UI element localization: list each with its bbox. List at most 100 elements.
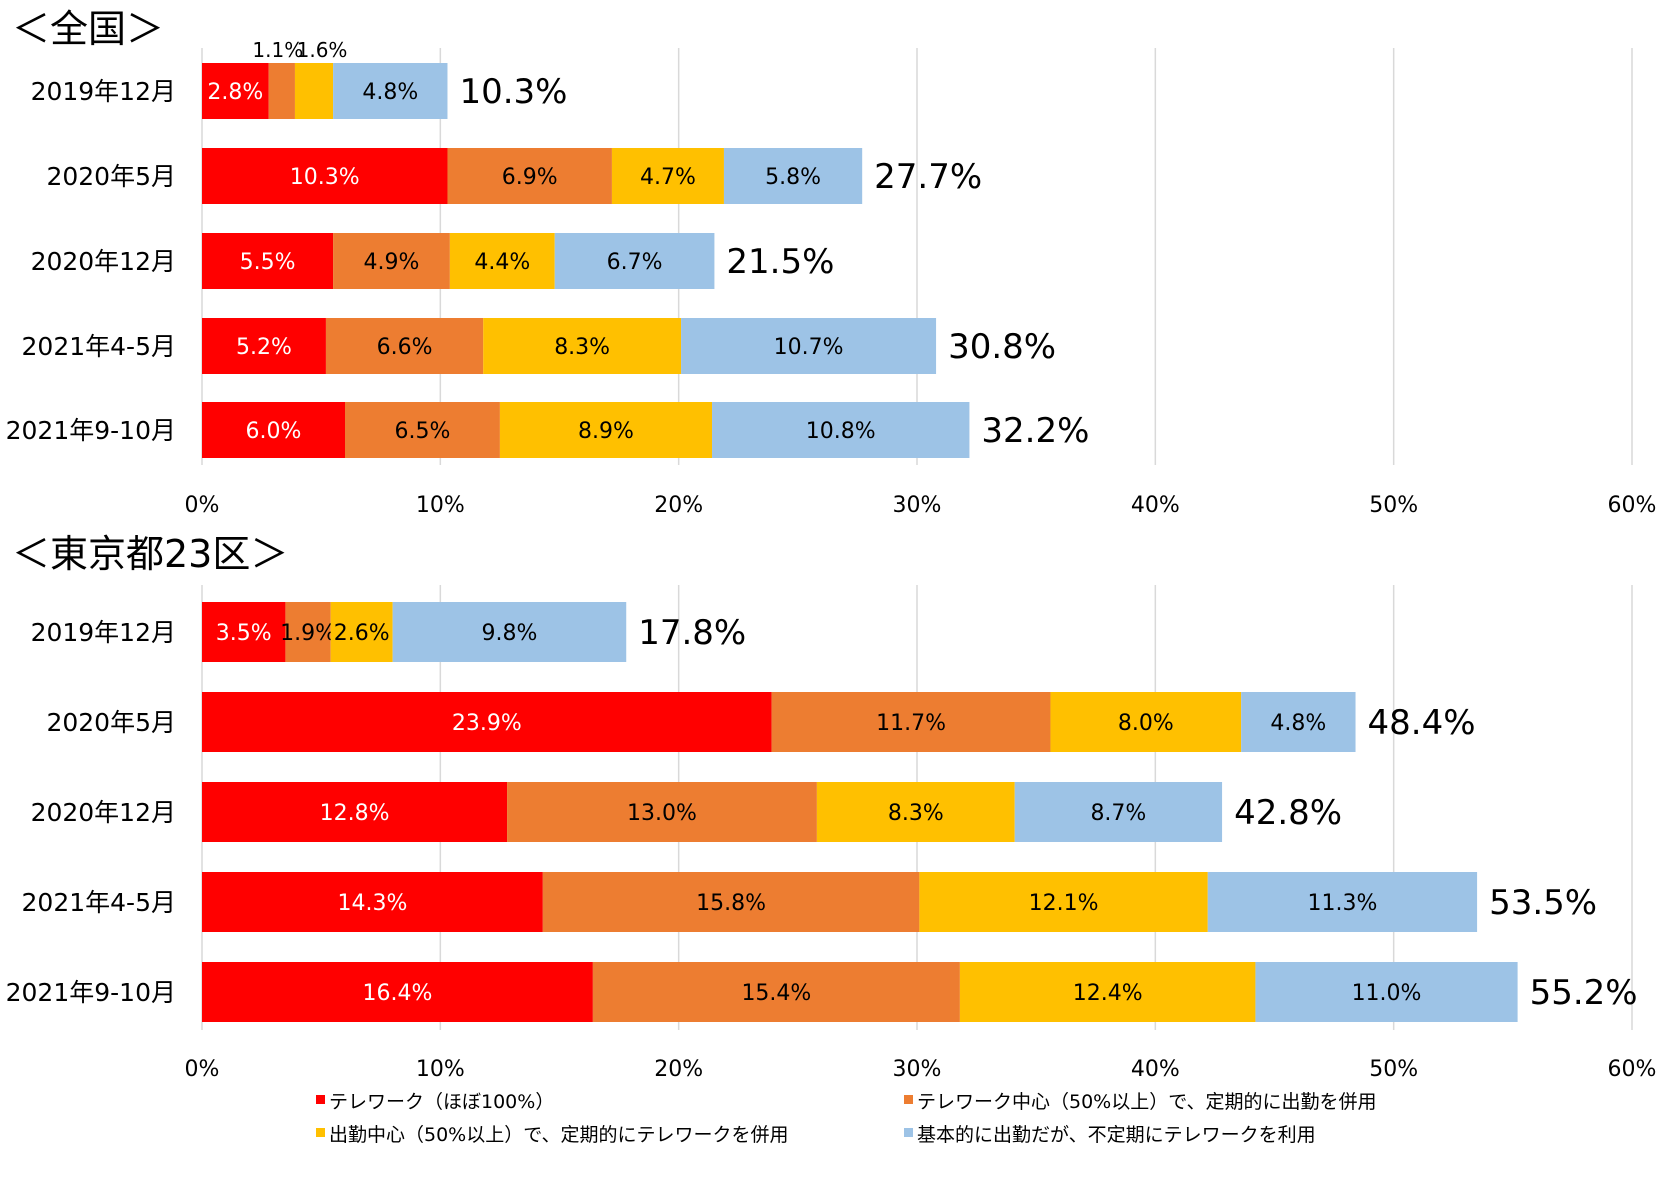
panel1-total-label: 30.8%: [948, 327, 1056, 367]
panel1-segment-label: 6.6%: [377, 335, 433, 360]
panel2-category-label: 2020年12月: [31, 798, 176, 827]
panel1-category-label: 2019年12月: [31, 77, 176, 106]
panel1-total-label: 21.5%: [726, 242, 834, 282]
panel1-bar-segment: [202, 402, 345, 458]
panel2-segment-label: 16.4%: [362, 981, 432, 1006]
panel1-x-tick-label: 50%: [1369, 493, 1418, 518]
panel1-segment-label: 10.7%: [774, 335, 844, 360]
panel1-category-label: 2021年9-10月: [6, 416, 176, 445]
panel1-segment-label: 6.5%: [395, 419, 451, 444]
panel1-segment-label: 6.0%: [246, 419, 302, 444]
panel2-segment-label: 8.3%: [888, 801, 944, 826]
panel1-bar-segment: [333, 63, 448, 119]
panel1-bar-segment: [712, 402, 970, 458]
panel1-bar-segment: [325, 318, 484, 374]
panel2-category-label: 2021年9-10月: [6, 978, 176, 1007]
panel2-bar-segment: [919, 872, 1208, 932]
panel2-bar-segment: [592, 962, 960, 1022]
panel2-segment-label: 8.0%: [1118, 711, 1174, 736]
panel2-bar-segment: [1241, 692, 1356, 752]
panel1-bar-segment: [294, 63, 334, 119]
panel2-x-tick-label: 10%: [416, 1057, 465, 1082]
panel2-segment-label: 3.5%: [216, 621, 272, 646]
panel2-segment-label: 11.3%: [1307, 891, 1377, 916]
panel1-segment-label: 10.8%: [806, 419, 876, 444]
panel1-total-label: 10.3%: [459, 72, 567, 112]
panel2-total-label: 53.5%: [1489, 883, 1597, 923]
panel1-bar-segment: [447, 148, 612, 204]
panel2-segment-label: 12.1%: [1029, 891, 1099, 916]
panel2-segment-label: 13.0%: [627, 801, 697, 826]
panel1-total-label: 27.7%: [874, 157, 982, 197]
panel1-bar-segment: [333, 233, 450, 289]
panel1-x-tick-label: 20%: [654, 493, 703, 518]
panel2-bar-segment: [1050, 692, 1242, 752]
panel2-bar-segment: [1207, 872, 1478, 932]
panel1-segment-label: 10.3%: [290, 165, 360, 190]
panel2-x-tick-label: 40%: [1131, 1057, 1180, 1082]
panel1-segment-label: 5.5%: [240, 250, 296, 275]
panel1-bar-segment: [449, 233, 555, 289]
panel2-category-label: 2020年5月: [46, 708, 176, 737]
panel1-category-label: 2020年5月: [46, 162, 176, 191]
panel1-segment-label: 5.2%: [236, 335, 292, 360]
panel2-bar-segment: [285, 602, 331, 662]
legend-swatch: [904, 1095, 913, 1104]
panel2-bar-segment: [202, 782, 508, 842]
panel2-bar-segment: [816, 782, 1015, 842]
panel2-x-tick-label: 60%: [1608, 1057, 1657, 1082]
panel2-bar-segment: [1255, 962, 1518, 1022]
panel2-bar-segment: [542, 872, 920, 932]
panel2-bar-segment: [330, 602, 393, 662]
panel1-segment-label: 6.9%: [502, 165, 558, 190]
panel1-segment-label: 4.4%: [474, 250, 530, 275]
panel1-category-label: 2021年4-5月: [22, 332, 176, 361]
panel1-segment-label: 5.8%: [765, 165, 821, 190]
panel2-bar-segment: [392, 602, 627, 662]
panel2-segment-label: 11.0%: [1352, 981, 1422, 1006]
panel1-bar-segment: [268, 63, 295, 119]
panel2-bar-segment: [959, 962, 1256, 1022]
panel1-bar-segment: [723, 148, 863, 204]
panel2-x-tick-label: 0%: [185, 1057, 220, 1082]
panel2-segment-label: 12.8%: [320, 801, 390, 826]
legend-swatch: [904, 1128, 913, 1137]
panel1-segment-label: 6.7%: [607, 250, 663, 275]
panel2-total-label: 17.8%: [638, 613, 746, 653]
panel2-segment-label: 1.9%: [280, 621, 336, 646]
panel2-segment-label: 2.6%: [334, 621, 390, 646]
legend-label: 基本的に出勤だが、不定期にテレワークを利用: [917, 1124, 1316, 1146]
panel2-segment-label: 4.8%: [1270, 711, 1326, 736]
panel2-segment-label: 9.8%: [481, 621, 537, 646]
panel1-x-tick-label: 60%: [1608, 493, 1657, 518]
panel1-x-tick-label: 40%: [1131, 493, 1180, 518]
legend-label: 出勤中心（50%以上）で、定期的にテレワークを併用: [329, 1124, 788, 1146]
panel1-segment-label: 4.8%: [362, 80, 418, 105]
panel1-title: ＜全国＞: [12, 7, 164, 51]
panel1-bar-segment: [202, 318, 326, 374]
panel1-bar-segment: [499, 402, 713, 458]
panel1-bar-segment: [345, 402, 500, 458]
legend-swatch: [316, 1128, 325, 1137]
panel2-x-tick-label: 50%: [1369, 1057, 1418, 1082]
panel2-title: ＜東京都23区＞: [12, 532, 288, 576]
panel2-bar-segment: [507, 782, 817, 842]
panel2-bar-segment: [1014, 782, 1223, 842]
panel2-bar-segment: [202, 872, 543, 932]
panel2-x-tick-label: 30%: [893, 1057, 942, 1082]
panel2-segment-label: 11.7%: [876, 711, 946, 736]
panel1-segment-label: 8.9%: [578, 419, 634, 444]
panel1-segment-label-outside: 1.6%: [297, 38, 348, 62]
panel1-total-label: 32.2%: [981, 411, 1089, 451]
panel1-bar-segment: [611, 148, 724, 204]
panel2-segment-label: 8.7%: [1090, 801, 1146, 826]
panel1-bar-segment: [554, 233, 715, 289]
panel2-segment-label: 14.3%: [337, 891, 407, 916]
panel1-segment-label-outside: 1.1%: [252, 38, 303, 62]
panel2-category-label: 2019年12月: [31, 618, 176, 647]
panel1-bar-segment: [681, 318, 937, 374]
legend-label: テレワーク中心（50%以上）で、定期的に出勤を併用: [917, 1091, 1376, 1113]
panel1-segment-label: 4.7%: [640, 165, 696, 190]
panel1-bar-segment: [202, 233, 334, 289]
